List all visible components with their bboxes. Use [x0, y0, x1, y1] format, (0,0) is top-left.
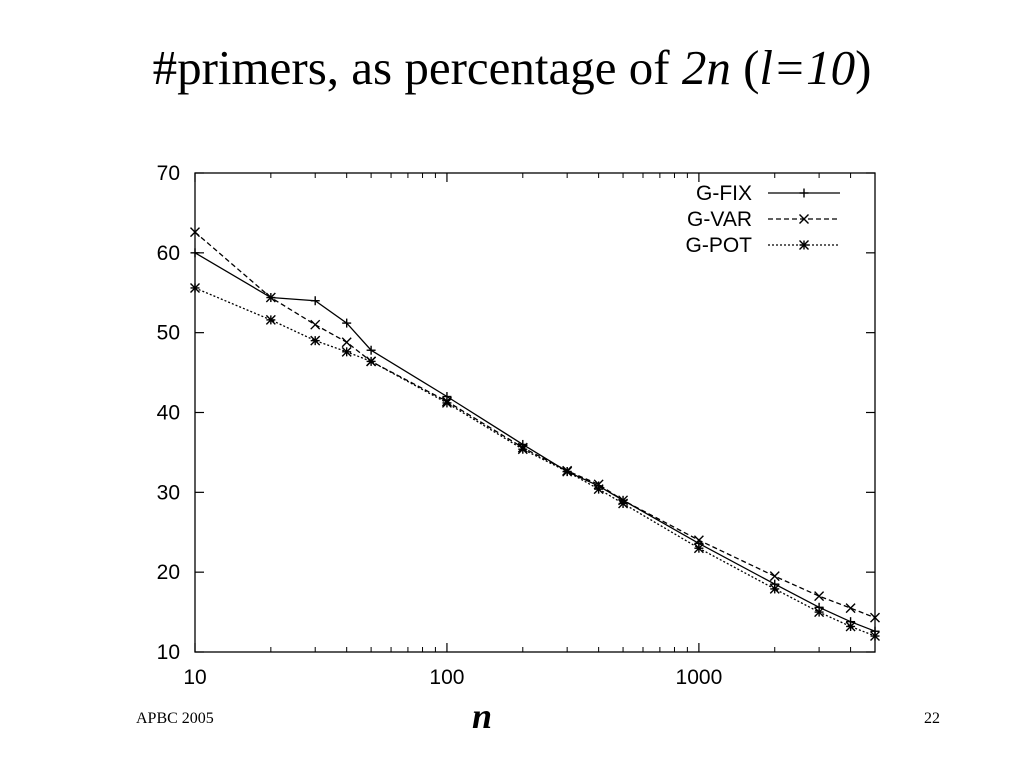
x-tick-label: 1000 [676, 666, 723, 689]
data-point-g-pot [562, 466, 573, 477]
data-point-g-pot [366, 356, 377, 367]
data-point-g-var [265, 292, 276, 303]
x-tick-label: 10 [183, 666, 206, 689]
data-point-g-pot [441, 397, 452, 408]
data-point-g-fix [342, 318, 352, 328]
data-point-g-fix [310, 296, 320, 306]
data-point-g-pot [310, 335, 321, 346]
data-point-g-pot [870, 631, 880, 642]
data-point-g-var [845, 603, 856, 614]
data-point-g-pot [814, 607, 825, 618]
data-point-g-var [814, 591, 825, 602]
title-open-paren: ( [730, 40, 760, 95]
data-point-g-var [190, 227, 200, 238]
page-number: 22 [924, 710, 940, 727]
data-point-g-pot [618, 498, 629, 509]
legend-label-g-var: G-VAR [687, 208, 752, 231]
legend-label-g-fix: G-FIX [696, 182, 752, 205]
title-prefix: #primers, as percentage of [152, 40, 682, 95]
data-point-g-pot [845, 621, 856, 632]
legend-label-g-pot: G-POT [686, 234, 753, 257]
y-tick-label: 10 [157, 641, 180, 664]
y-tick-label: 70 [157, 162, 180, 185]
y-tick-label: 60 [157, 242, 180, 265]
y-tick-label: 40 [157, 402, 180, 425]
legend-marker-g-var [799, 214, 809, 224]
data-point-g-pot [769, 583, 780, 594]
legend-marker-g-pot [799, 240, 809, 250]
series-line-g-var [194, 231, 876, 619]
data-point-g-var [870, 612, 880, 623]
data-point-g-var [693, 535, 704, 546]
data-point-g-pot [265, 314, 276, 325]
data-point-g-pot [593, 484, 604, 495]
data-point-g-var [341, 337, 352, 348]
title-emphasis-2n: 2n [681, 40, 731, 95]
footer-left-text: APBC 2005 [136, 710, 214, 727]
y-tick-label: 30 [157, 481, 180, 504]
y-tick-label: 20 [157, 561, 180, 584]
data-point-g-var [769, 571, 780, 582]
title-emphasis-l10: l=10 [759, 40, 856, 95]
slide-title: #primers, as percentage of 2n (l=10) [0, 38, 1024, 98]
data-point-g-pot [693, 543, 704, 554]
data-point-g-pot [517, 444, 528, 455]
y-tick-label: 50 [157, 322, 180, 345]
title-close-paren: ) [855, 40, 872, 95]
x-axis-label: n [471, 696, 493, 736]
data-point-g-pot [190, 282, 200, 293]
data-point-g-var [310, 319, 321, 330]
data-point-g-fix [190, 248, 200, 258]
data-point-g-fix [366, 345, 376, 355]
data-point-g-pot [341, 346, 352, 357]
x-tick-label: 100 [429, 666, 464, 689]
legend-marker-g-fix [799, 188, 809, 198]
